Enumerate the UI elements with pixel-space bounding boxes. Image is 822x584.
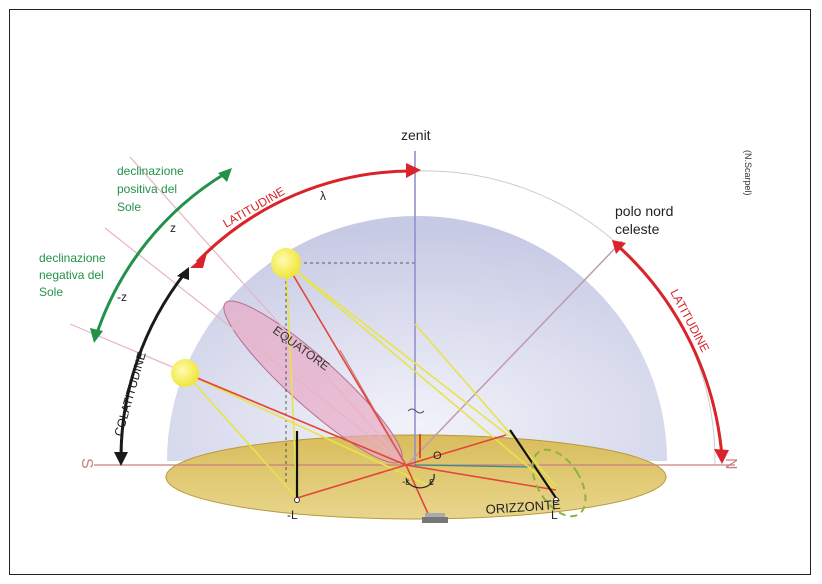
latitude-arc-left-arrowhead-end [190, 253, 207, 268]
minus-l-label: -L [287, 508, 298, 522]
zenith-wiggle [407, 408, 425, 414]
horizon-label: ORIZZONTE [485, 497, 561, 517]
celestial-sphere-diagram: zenit polo nord celeste (N.Scarpel) λ LA… [39, 127, 753, 523]
figure-frame: zenit polo nord celeste (N.Scarpel) λ LA… [9, 9, 811, 575]
lambda-label: λ [320, 189, 326, 203]
celestial-pole-label-2: celeste [615, 221, 660, 237]
negative-declination-label-3: Sole [39, 285, 63, 299]
colatitude-arc-arrowhead-top [177, 267, 189, 280]
negative-declination-label-1: declinazione [39, 251, 106, 265]
colatitude-arc [119, 272, 187, 460]
z-label: z [170, 221, 176, 235]
epsilon-arc [405, 473, 435, 489]
negative-declination-label-2: negativa del [39, 268, 104, 282]
positive-declination-label-1: declinazione [117, 164, 184, 178]
latitude-arc-right-arrowhead-bottom [714, 449, 729, 464]
latitude-arc-right [616, 244, 724, 458]
east-label: O [433, 450, 442, 462]
horizon-plane [165, 434, 667, 520]
sun-upper [271, 248, 301, 278]
l-label: L [551, 508, 558, 522]
gnomon-shadow [339, 349, 407, 466]
positive-declination-ray [129, 156, 407, 466]
point-minus-l [294, 497, 300, 503]
minus-z-label: -z [117, 290, 127, 304]
sun-lower [171, 359, 199, 387]
point-l [553, 497, 559, 503]
celestial-pole-label: polo nord [615, 203, 673, 219]
south-label: S [78, 458, 95, 469]
latitude-arc-right-arrowhead-top [612, 240, 626, 254]
latitude-arc-left [195, 169, 414, 264]
colatitude-label: COLATITUDINE [111, 350, 148, 438]
declination-arc-arrowhead-top [218, 168, 232, 182]
declination-arc [94, 171, 227, 337]
equator-ray [104, 227, 407, 466]
zenith-label: zenit [401, 127, 431, 143]
latitude-label-left: LATITUDINE [221, 184, 288, 231]
declination-arc-arrowhead-bottom [90, 328, 103, 343]
epsilon-label: ε [429, 476, 434, 488]
celestial-pole-axis [405, 240, 623, 467]
positive-declination-label-2: positiva del [117, 182, 177, 196]
latitude-arc-left-arrowhead-start [406, 163, 421, 178]
sun-path-ellipse [531, 448, 587, 518]
sun-rays [184, 262, 557, 499]
projection-lines [184, 262, 557, 519]
colatitude-arc-arrowhead-bottom [114, 452, 128, 466]
east-direction-line [414, 464, 531, 468]
positive-declination-label-3: Sole [117, 200, 141, 214]
credit-label: (N.Scarpel) [743, 150, 753, 196]
minus-epsilon-label: -ε [402, 477, 410, 488]
sundial-base-icon [422, 513, 448, 523]
north-label: N [722, 458, 739, 470]
